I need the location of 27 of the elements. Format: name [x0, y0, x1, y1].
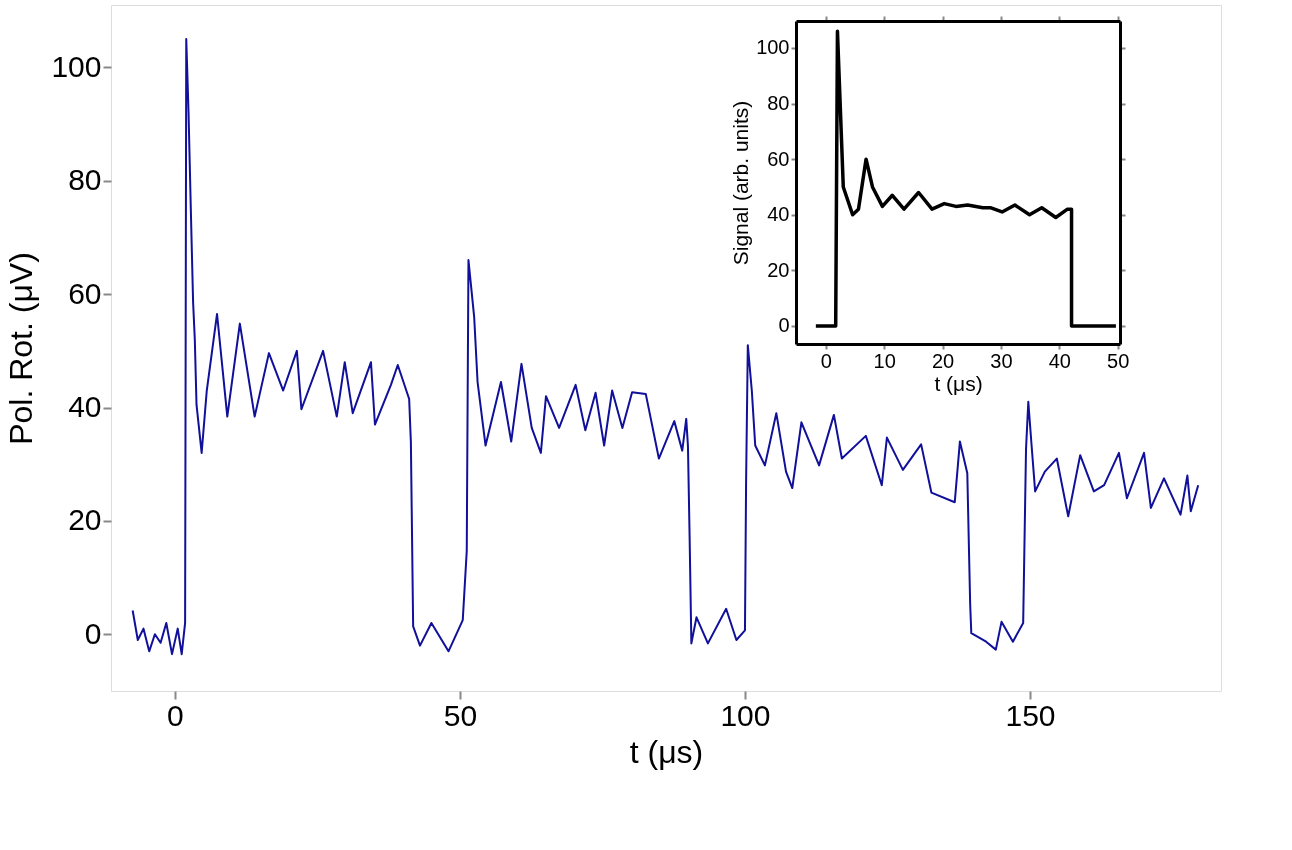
x-tick-label: 40 — [1048, 349, 1071, 372]
x-tick-label: 20 — [931, 349, 955, 372]
y-tick-label: 100 — [756, 36, 790, 59]
x-tick-label: 0 — [820, 349, 832, 372]
y-axis-title: Signal (arb. units) — [729, 100, 753, 266]
y-tick-label: 100 — [51, 49, 102, 83]
x-tick-label: 50 — [1107, 349, 1130, 372]
y-tick-label: 20 — [767, 258, 790, 281]
x-tick-label: 30 — [990, 349, 1013, 372]
y-tick-label: 60 — [68, 276, 102, 310]
y-tick-label: 80 — [767, 92, 790, 115]
y-tick-label: 60 — [767, 147, 790, 170]
x-tick-label: 150 — [1005, 698, 1056, 732]
y-tick-label: 40 — [68, 390, 102, 424]
y-tick-label: 80 — [68, 163, 102, 197]
line-series — [131, 38, 1200, 656]
x-tick-label: 0 — [167, 698, 184, 732]
line-series — [814, 29, 1118, 328]
y-tick-label: 40 — [767, 203, 790, 226]
y-tick-label: 0 — [84, 616, 102, 650]
x-axis-title: t (μs) — [629, 733, 704, 770]
x-tick-label: 10 — [873, 349, 896, 372]
y-axis-title: Pol. Rot. (μV) — [3, 252, 40, 445]
y-tick-label: 20 — [68, 503, 102, 537]
y-tick-label: 0 — [778, 314, 790, 337]
x-axis-title: t (μs) — [934, 371, 983, 395]
x-tick-label: 50 — [443, 698, 478, 732]
